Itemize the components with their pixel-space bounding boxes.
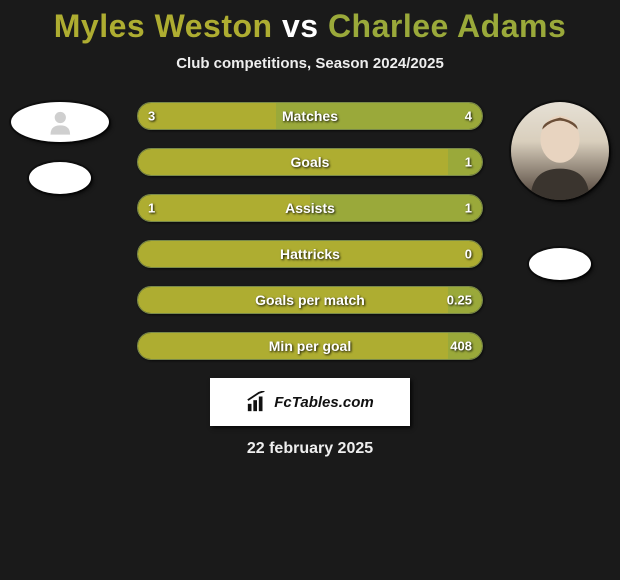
- photo-placeholder-icon: [511, 102, 609, 200]
- stat-value-player2: 0: [465, 247, 472, 262]
- player2-avatar: [511, 102, 609, 200]
- stat-row: Goals per match 0.25: [137, 286, 483, 314]
- stat-label: Matches: [282, 108, 338, 124]
- silhouette-icon: [26, 108, 95, 136]
- subtitle: Club competitions, Season 2024/2025: [0, 55, 620, 72]
- vs-text: vs: [282, 8, 319, 44]
- stat-fill-player1: [138, 103, 276, 129]
- branding-text: FcTables.com: [274, 394, 373, 411]
- stat-row: Goals 1: [137, 148, 483, 176]
- stat-row: Assists 1 1: [137, 194, 483, 222]
- stat-value-player1: 1: [148, 201, 155, 216]
- stat-value-player2: 1: [465, 155, 472, 170]
- stat-label: Goals: [291, 154, 330, 170]
- stat-value-player2: 408: [450, 339, 472, 354]
- player2-club-badge: [529, 248, 591, 280]
- comparison-content: Matches 3 4 Goals 1 Assists 1 1 Hattricks 0 Goals …: [0, 102, 620, 360]
- stat-label: Hattricks: [280, 246, 340, 262]
- chart-icon: [246, 391, 268, 413]
- stat-value-player2: 0.25: [447, 293, 472, 308]
- player2-name: Charlee Adams: [328, 8, 566, 44]
- stat-value-player1: 3: [148, 109, 155, 124]
- stat-row: Min per goal 408: [137, 332, 483, 360]
- page-title: Myles Weston vs Charlee Adams: [0, 0, 620, 45]
- stat-label: Min per goal: [269, 338, 351, 354]
- stat-fill-player2: [310, 195, 482, 221]
- stat-value-player2: 1: [465, 201, 472, 216]
- player1-avatar: [11, 102, 109, 142]
- date-text: 22 february 2025: [0, 440, 620, 458]
- stat-value-player2: 4: [465, 109, 472, 124]
- player1-column: [0, 102, 120, 194]
- branding-box: FcTables.com: [210, 378, 410, 426]
- player1-club-badge: [29, 162, 91, 194]
- stat-label: Assists: [285, 200, 335, 216]
- player2-column: [500, 102, 620, 280]
- stat-bars: Matches 3 4 Goals 1 Assists 1 1 Hattricks 0 Goals …: [137, 102, 483, 360]
- player1-name: Myles Weston: [54, 8, 273, 44]
- stat-label: Goals per match: [255, 292, 365, 308]
- stat-row: Matches 3 4: [137, 102, 483, 130]
- stat-row: Hattricks 0: [137, 240, 483, 268]
